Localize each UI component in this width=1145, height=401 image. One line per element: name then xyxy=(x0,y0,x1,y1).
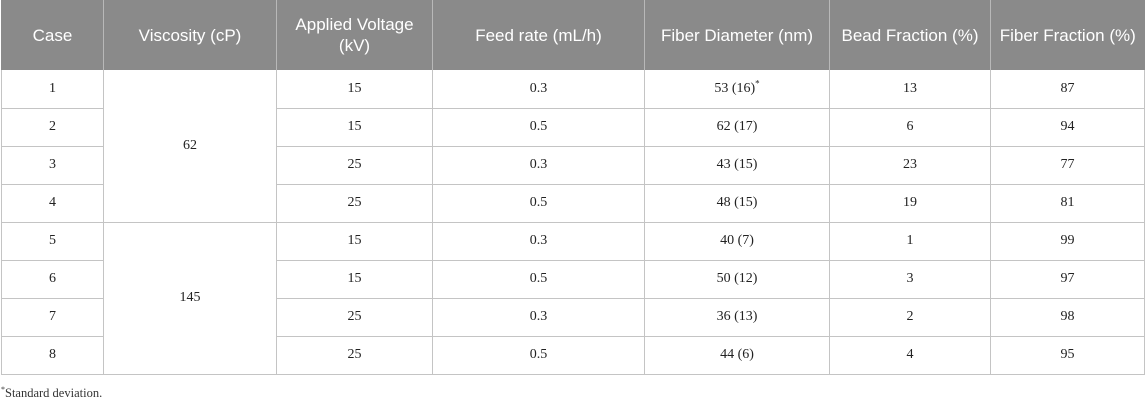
cell-case: 5 xyxy=(1,221,104,261)
cell-bead-fraction: 6 xyxy=(829,107,991,147)
header-row: Case Viscosity (cP) Applied Voltage (kV)… xyxy=(1,0,1145,70)
header-bead-fraction: Bead Fraction (%) xyxy=(829,0,991,70)
cell-fiber-fraction: 77 xyxy=(990,145,1145,185)
table-row: 6 15 0.5 50 (12) 3 97 xyxy=(1,259,1145,299)
cell-fiber-fraction: 97 xyxy=(990,259,1145,299)
footnote-marker: * xyxy=(755,78,760,89)
header-applied-voltage: Applied Voltage (kV) xyxy=(276,0,433,70)
cell-fiber-diameter: 36 (13) xyxy=(644,297,830,337)
cell-voltage: 25 xyxy=(276,183,433,223)
cell-fiber-diameter: 43 (15) xyxy=(644,145,830,185)
cell-fiber-fraction: 87 xyxy=(990,70,1145,109)
cell-feed-rate: 0.3 xyxy=(432,145,645,185)
cell-voltage: 15 xyxy=(276,70,433,109)
cell-bead-fraction: 4 xyxy=(829,335,991,375)
cell-feed-rate: 0.5 xyxy=(432,183,645,223)
cell-bead-fraction: 13 xyxy=(829,70,991,109)
cell-fiber-diameter: 62 (17) xyxy=(644,107,830,147)
cell-feed-rate: 0.5 xyxy=(432,335,645,375)
cell-bead-fraction: 19 xyxy=(829,183,991,223)
table-row: 8 25 0.5 44 (6) 4 95 xyxy=(1,335,1145,375)
cell-fiber-fraction: 94 xyxy=(990,107,1145,147)
cell-feed-rate: 0.3 xyxy=(432,297,645,337)
cell-fiber-fraction: 99 xyxy=(990,221,1145,261)
table-row: 1 62 15 0.3 53 (16)* 13 87 xyxy=(1,70,1145,223)
cell-voltage: 15 xyxy=(276,221,433,261)
cell-case: 2 xyxy=(1,107,104,147)
cell-voltage: 25 xyxy=(276,145,433,185)
cell-bead-fraction: 3 xyxy=(829,259,991,299)
data-table: Case Viscosity (cP) Applied Voltage (kV)… xyxy=(1,0,1145,375)
cell-voltage: 25 xyxy=(276,335,433,375)
header-fiber-diameter: Fiber Diameter (nm) xyxy=(644,0,830,70)
cell-viscosity-group: 145 xyxy=(103,221,277,375)
cell-fiber-fraction: 81 xyxy=(990,183,1145,223)
cell-bead-fraction: 23 xyxy=(829,145,991,185)
cell-case: 6 xyxy=(1,259,104,299)
cell-case: 8 xyxy=(1,335,104,375)
table-row: 7 25 0.3 36 (13) 2 98 xyxy=(1,297,1145,337)
cell-fiber-diameter: 48 (15) xyxy=(644,183,830,223)
header-fiber-fraction: Fiber Fraction (%) xyxy=(990,0,1145,70)
cell-case: 4 xyxy=(1,183,104,223)
cell-case: 1 xyxy=(1,70,104,109)
cell-fiber-diameter: 50 (12) xyxy=(644,259,830,299)
cell-bead-fraction: 1 xyxy=(829,221,991,261)
table-row: 4 25 0.5 48 (15) 19 81 xyxy=(1,183,1145,223)
cell-case: 3 xyxy=(1,145,104,185)
cell-voltage: 15 xyxy=(276,107,433,147)
cell-feed-rate: 0.3 xyxy=(432,221,645,261)
cell-case: 7 xyxy=(1,297,104,337)
table-footnote: *Standard deviation. xyxy=(1,384,103,401)
cell-fiber-diameter: 44 (6) xyxy=(644,335,830,375)
cell-fiber-diameter: 53 (16)* xyxy=(644,70,830,109)
cell-viscosity-group: 62 xyxy=(103,70,277,223)
cell-voltage: 15 xyxy=(276,259,433,299)
cell-fiber-fraction: 95 xyxy=(990,335,1145,375)
header-feed-rate: Feed rate (mL/h) xyxy=(432,0,645,70)
cell-fiber-fraction: 98 xyxy=(990,297,1145,337)
table-row: 5 145 15 0.3 40 (7) 1 99 xyxy=(1,221,1145,375)
cell-feed-rate: 0.3 xyxy=(432,70,645,109)
cell-voltage: 25 xyxy=(276,297,433,337)
header-case: Case xyxy=(1,0,104,70)
footnote-text: Standard deviation. xyxy=(5,386,103,400)
header-viscosity: Viscosity (cP) xyxy=(103,0,277,70)
cell-feed-rate: 0.5 xyxy=(432,259,645,299)
footnote-marker: * xyxy=(1,384,5,394)
cell-bead-fraction: 2 xyxy=(829,297,991,337)
diameter-value: 53 (16) xyxy=(714,80,756,96)
cell-feed-rate: 0.5 xyxy=(432,107,645,147)
cell-fiber-diameter: 40 (7) xyxy=(644,221,830,261)
table-row: 2 15 0.5 62 (17) 6 94 xyxy=(1,107,1145,147)
